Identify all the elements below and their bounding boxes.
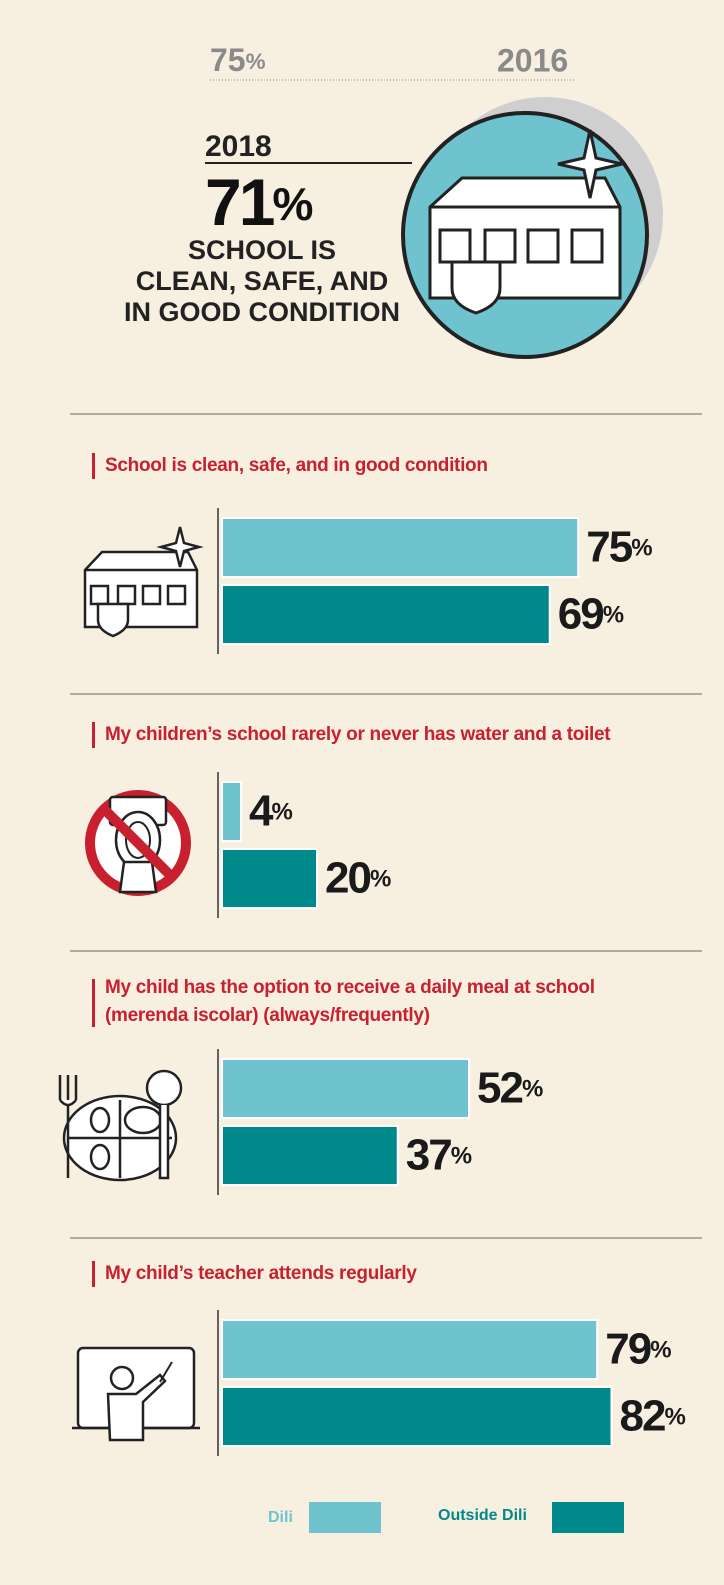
school-icon: [83, 526, 204, 638]
title-marker: [92, 1261, 95, 1287]
school-icon: [428, 129, 623, 315]
bar: [221, 781, 242, 842]
title-marker: [92, 979, 95, 1027]
value-label: 4%: [249, 786, 292, 835]
bar: [221, 584, 551, 645]
caption: CLEAN, SAFE, AND: [136, 266, 389, 296]
value-label: 82%: [620, 1391, 686, 1440]
chart-title: My child has the option to receive a dai…: [105, 977, 595, 1026]
value-label: 75%: [586, 522, 652, 571]
chart-title: My children’s school rarely or never has…: [105, 724, 611, 745]
value-label: 69%: [558, 589, 624, 638]
title-marker: [92, 453, 95, 479]
value-label: 37%: [406, 1130, 472, 1179]
bar: [221, 1058, 470, 1119]
chart-title: My child’s teacher attends regularly: [105, 1263, 417, 1284]
title-marker: [92, 722, 95, 748]
no-toilet-icon: [85, 790, 191, 896]
bar: [221, 1125, 399, 1186]
value-label: 79%: [605, 1324, 671, 1373]
legend-label: Dili: [268, 1509, 293, 1526]
caption: SCHOOL IS: [188, 235, 336, 265]
dividers: [70, 413, 702, 1239]
prior-year: 2016: [497, 42, 568, 78]
year: 2018: [205, 130, 272, 163]
legend-swatch: [552, 1502, 624, 1533]
bar: [221, 1319, 599, 1380]
meal-icon: [58, 1069, 183, 1182]
teacher-icon: [72, 1346, 200, 1442]
legend-label: Outside Dili: [438, 1507, 527, 1524]
legend-swatch: [309, 1502, 381, 1533]
chart-title: School is clean, safe, and in good condi…: [105, 455, 488, 476]
bar: [221, 848, 318, 909]
value-label: 52%: [477, 1063, 543, 1112]
bar: [221, 1386, 613, 1447]
caption: IN GOOD CONDITION: [124, 297, 400, 327]
value-label: 20%: [325, 853, 391, 902]
bar: [221, 517, 580, 578]
hero-value: 71%: [205, 165, 312, 239]
prior-value: 75%: [210, 42, 266, 78]
